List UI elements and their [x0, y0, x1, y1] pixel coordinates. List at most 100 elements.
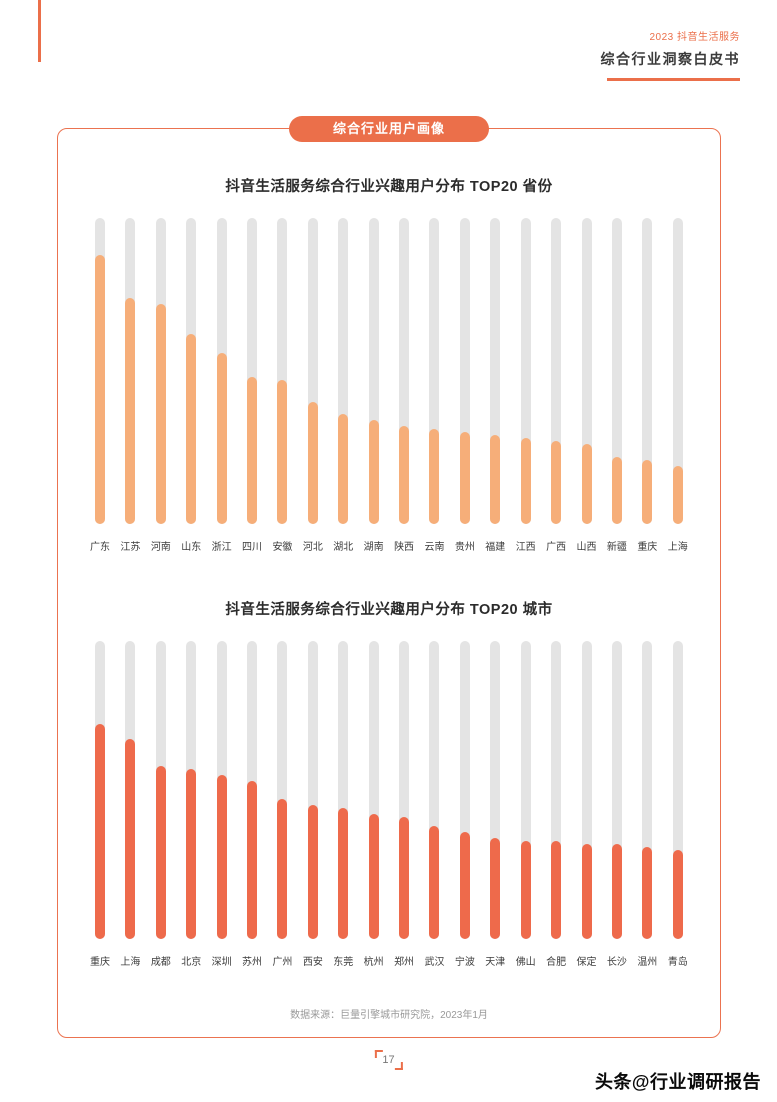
- bar-fill: [611, 456, 622, 524]
- page-number: 17: [374, 1050, 403, 1070]
- bar-track: [277, 641, 288, 939]
- bar-fill: [520, 438, 531, 524]
- bar-column: 上海: [663, 218, 693, 553]
- bar-category-label: 山东: [181, 542, 202, 553]
- bar-track: [368, 641, 379, 939]
- bar-category-label: 温州: [637, 957, 658, 968]
- bar-column: 西安: [298, 641, 328, 968]
- bar-category-label: 浙江: [211, 542, 232, 553]
- bar-category-label: 宁波: [454, 957, 475, 968]
- bar-track: [307, 641, 318, 939]
- bar-fill: [581, 444, 592, 524]
- bar-category-label: 湖北: [333, 542, 354, 553]
- bar-column: 上海: [115, 641, 145, 968]
- bar-column: 湖北: [328, 218, 358, 553]
- bar-category-label: 江苏: [120, 542, 141, 553]
- bar-category-label: 苏州: [242, 957, 263, 968]
- bar-track: [186, 218, 197, 524]
- bar-category-label: 青岛: [667, 957, 688, 968]
- bar-column: 成都: [146, 641, 176, 968]
- bar-fill: [186, 769, 197, 939]
- bar-column: 福建: [480, 218, 510, 553]
- bar-track: [520, 641, 531, 939]
- bar-track: [338, 218, 349, 524]
- bar-track: [399, 218, 410, 524]
- bar-track: [490, 641, 501, 939]
- bar-track: [155, 641, 166, 939]
- bar-track: [551, 218, 562, 524]
- page-header: 2023 抖音生活服务 综合行业洞察白皮书: [601, 28, 740, 81]
- bar-fill: [125, 739, 136, 939]
- bar-column: 浙江: [207, 218, 237, 553]
- section-badge: 综合行业用户画像: [289, 116, 489, 142]
- bar-track: [490, 218, 501, 524]
- province-bar-chart: 广东 江苏 河南 山东 浙江 四川 安徽 河北 湖北 湖南 陕西 云南 贵州 福建 江西 广西 山西 新疆 重庆 上海: [58, 218, 720, 553]
- bar-fill: [155, 303, 166, 524]
- bar-category-label: 安徽: [272, 542, 293, 553]
- bar-category-label: 山西: [576, 542, 597, 553]
- bar-column: 重庆: [85, 641, 115, 968]
- bar-fill: [216, 352, 227, 524]
- bar-category-label: 保定: [576, 957, 597, 968]
- bar-track: [155, 218, 166, 524]
- bar-track: [277, 218, 288, 524]
- bar-column: 山西: [572, 218, 602, 553]
- data-source-note: 数据来源：巨量引擎城市研究院，2023年1月: [290, 1010, 488, 1021]
- bar-fill: [399, 816, 410, 939]
- bar-track: [399, 641, 410, 939]
- bar-track: [611, 641, 622, 939]
- bar-track: [95, 641, 105, 939]
- bar-category-label: 新疆: [606, 542, 627, 553]
- bar-fill: [490, 837, 501, 939]
- bar-category-label: 广东: [90, 542, 110, 553]
- bar-fill: [277, 798, 288, 939]
- bar-track: [368, 218, 379, 524]
- bar-track: [429, 218, 440, 524]
- bar-column: 温州: [632, 641, 662, 968]
- bar-track: [611, 218, 622, 524]
- bar-track: [429, 641, 440, 939]
- bar-column: 重庆: [632, 218, 662, 553]
- bar-fill: [459, 831, 470, 939]
- bar-fill: [520, 840, 531, 939]
- bar-category-label: 合肥: [546, 957, 567, 968]
- content-panel: 综合行业用户画像 抖音生活服务综合行业兴趣用户分布 TOP20 省份 广东 江苏河…: [57, 116, 721, 1038]
- bar-track: [247, 641, 258, 939]
- bar-category-label: 重庆: [637, 542, 658, 553]
- bar-column: 四川: [237, 218, 267, 553]
- bar-track: [459, 641, 470, 939]
- bar-fill: [247, 377, 258, 524]
- bar-column: 江苏: [115, 218, 145, 553]
- bar-fill: [307, 804, 318, 939]
- bar-category-label: 北京: [181, 957, 202, 968]
- bar-fill: [459, 432, 470, 524]
- bar-track: [125, 641, 136, 939]
- bar-track: [216, 218, 227, 524]
- bar-category-label: 四川: [242, 542, 263, 553]
- page-number-corner-top-left: [374, 1050, 383, 1058]
- bar-column: 郑州: [389, 641, 419, 968]
- bar-fill: [216, 775, 227, 939]
- bar-column: 河南: [146, 218, 176, 553]
- bar-category-label: 贵州: [454, 542, 475, 553]
- bar-column: 合肥: [541, 641, 571, 968]
- bar-fill: [611, 843, 622, 939]
- bar-column: 青岛: [663, 641, 693, 968]
- bar-fill: [642, 459, 653, 524]
- bar-fill: [186, 334, 197, 524]
- bar-column: 广州: [267, 641, 297, 968]
- bar-track: [338, 641, 349, 939]
- bar-category-label: 东莞: [333, 957, 354, 968]
- bar-category-label: 佛山: [515, 957, 536, 968]
- bar-column: 广西: [541, 218, 571, 553]
- bar-track: [95, 218, 105, 524]
- bar-category-label: 上海: [667, 542, 688, 553]
- bar-fill: [551, 441, 562, 524]
- bar-track: [642, 641, 653, 939]
- bar-column: 新疆: [602, 218, 632, 553]
- bar-category-label: 广州: [272, 957, 293, 968]
- bar-column: 佛山: [511, 641, 541, 968]
- bar-fill: [399, 426, 410, 524]
- bar-column: 湖南: [359, 218, 389, 553]
- city-bar-chart: 重庆 上海 成都 北京 深圳 苏州 广州 西安 东莞 杭州 郑州 武汉 宁波 天津 佛山 合肥 保定 长沙 温州 青岛: [58, 641, 720, 968]
